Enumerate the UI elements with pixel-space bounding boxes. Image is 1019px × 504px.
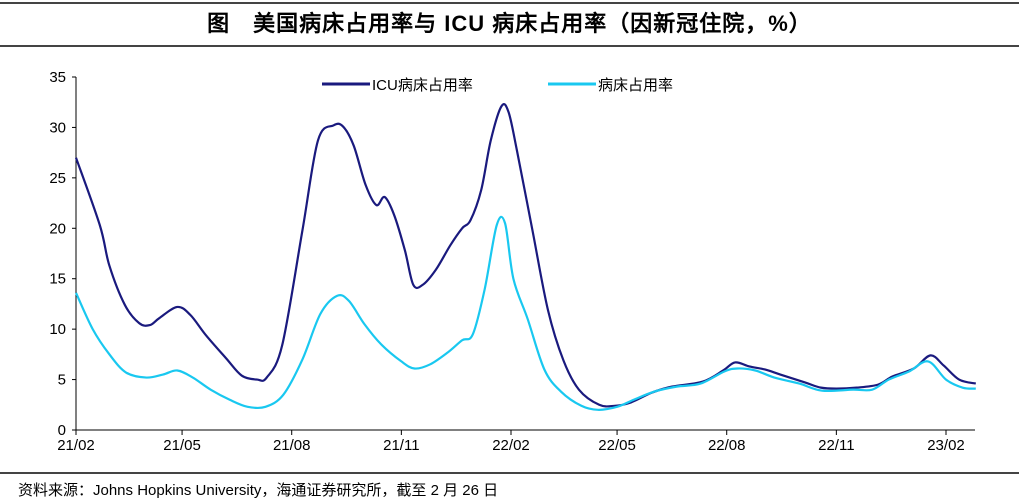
chart-title: 图 美国病床占用率与 ICU 病床占用率（因新冠住院，%） [207,11,812,36]
top-rule [0,2,1019,4]
x-tick-label: 21/05 [163,437,201,454]
x-tick-label: 21/02 [57,437,95,454]
x-tick-label: 22/11 [818,437,854,454]
y-tick-label: 5 [58,372,66,389]
x-tick-label: 22/08 [708,437,746,454]
y-tick-label: 35 [49,69,66,86]
source-note: 资料来源：Johns Hopkins University，海通证券研究所，截至… [18,482,499,499]
y-tick-label: 0 [58,422,66,439]
y-tick-label: 30 [49,119,66,136]
axes: 0 5 10 15 20 25 30 35 21/02 21/05 21/08 21/11 22/02 2… [49,69,975,454]
y-tick-label: 15 [49,271,66,288]
legend-label: ICU病床占用率 [372,77,473,94]
series-line-1 [75,215,976,411]
x-tick-label: 22/02 [492,437,530,454]
legend-label: 病床占用率 [598,77,673,94]
x-tick-label: 23/02 [927,437,965,454]
bottom-rule [0,472,1019,474]
x-tick-label: 21/11 [383,437,419,454]
y-tick-label: 20 [49,220,66,237]
legend: ICU病床占用率 病床占用率 [322,77,673,94]
y-tick-label: 10 [49,321,66,338]
title-rule [0,45,1019,47]
series-line-0 [74,103,977,408]
series-lines [74,103,977,411]
x-tick-label: 21/08 [273,437,311,454]
x-tick-label: 22/05 [598,437,636,454]
y-tick-label: 25 [49,170,66,187]
